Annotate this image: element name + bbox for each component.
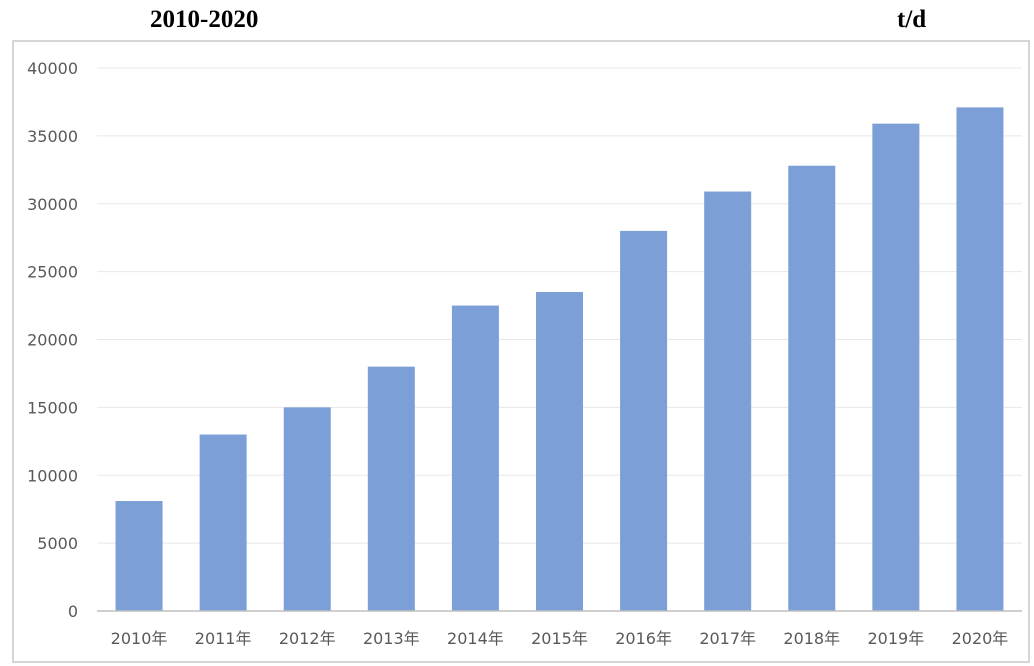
bar [536, 291, 583, 611]
x-tick-label: 2018年 [783, 629, 840, 648]
x-tick-label: 2020年 [952, 629, 1009, 648]
y-tick-label: 35000 [27, 127, 78, 146]
y-tick-label: 30000 [27, 195, 78, 214]
y-axis-ticks: 0 5000 10000 15000 20000 25000 30000 35000 40000 [27, 59, 78, 621]
bar [872, 123, 920, 611]
y-tick-label: 40000 [27, 59, 78, 78]
x-tick-label: 2011年 [195, 629, 252, 648]
x-tick-label: 2015年 [531, 629, 588, 648]
x-tick-label: 2010年 [111, 629, 168, 648]
x-tick-label: 2012年 [279, 629, 336, 648]
x-tick-label: 2014年 [447, 629, 504, 648]
bar [704, 191, 752, 611]
bar [283, 407, 331, 611]
y-tick-label: 25000 [27, 263, 78, 282]
x-tick-label: 2016年 [615, 629, 672, 648]
y-tick-label: 20000 [27, 331, 78, 350]
bar [620, 230, 668, 611]
bars [115, 107, 1004, 612]
y-tick-label: 10000 [27, 466, 78, 485]
y-tick-label: 15000 [27, 398, 78, 417]
x-tick-label: 2019年 [867, 629, 924, 648]
bar [115, 501, 163, 611]
x-tick-label: 2017年 [699, 629, 756, 648]
x-axis-ticks: 2010年 2011年 2012年 2013年 2014年 2015年 2016年 2017年… [111, 629, 1009, 648]
y-tick-label: 5000 [37, 534, 78, 553]
bar [199, 434, 247, 611]
bar [956, 107, 1004, 612]
chart-title: 2010-2020 [150, 6, 259, 33]
chart-frame [12, 40, 1030, 663]
bar [451, 305, 499, 611]
x-tick-label: 2013年 [363, 629, 420, 648]
unit-label: t/d [897, 6, 927, 33]
bar [788, 165, 836, 612]
y-tick-label: 0 [68, 602, 78, 621]
bar [367, 366, 415, 611]
